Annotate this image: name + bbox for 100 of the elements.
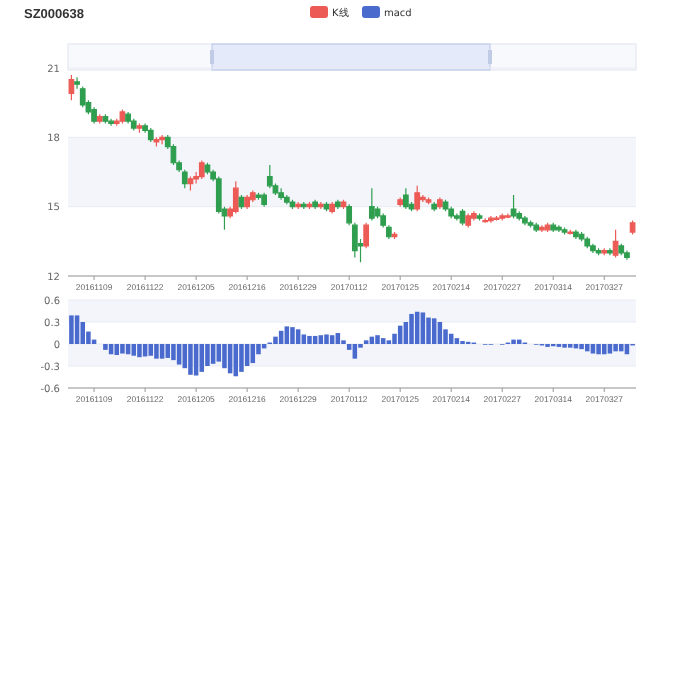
- bar: [307, 335, 312, 344]
- bar: [579, 344, 584, 350]
- bar: [431, 318, 437, 344]
- candlestick: [283, 194, 290, 205]
- candlestick: [119, 109, 126, 125]
- candlestick: [590, 243, 596, 254]
- bar: [618, 344, 624, 352]
- bar: [426, 317, 431, 344]
- candlestick: [573, 229, 579, 240]
- bar: [131, 344, 137, 356]
- candlestick: [147, 127, 154, 143]
- candlestick: [153, 136, 160, 148]
- candlestick: [527, 219, 534, 229]
- candlestick: [499, 213, 506, 222]
- candlestick: [79, 85, 86, 108]
- bar: [154, 344, 159, 359]
- candlestick: [108, 118, 114, 127]
- candlestick: [187, 176, 194, 192]
- bar: [114, 344, 120, 355]
- candlestick: [289, 199, 296, 210]
- candlestick: [601, 247, 608, 256]
- candlestick: [249, 189, 256, 203]
- candlestick: [437, 196, 443, 210]
- candlestick: [96, 113, 103, 125]
- bar: [176, 344, 182, 365]
- bar: [284, 326, 290, 344]
- bar: [613, 344, 618, 352]
- candlestick: [261, 192, 267, 208]
- candlestick: [159, 134, 165, 145]
- bar: [148, 344, 154, 356]
- candlestick: [414, 185, 421, 212]
- bar: [409, 313, 414, 344]
- candlestick: [397, 196, 404, 208]
- candlestick: [465, 213, 472, 229]
- candlestick: [204, 162, 211, 175]
- candlestick: [346, 203, 353, 226]
- candlestick: [244, 194, 250, 210]
- candlestick: [295, 201, 302, 210]
- candlestick: [505, 213, 511, 219]
- candlestick: [629, 219, 636, 235]
- candlestick: [278, 187, 285, 201]
- candlestick: [476, 213, 483, 222]
- bar: [193, 344, 199, 376]
- candlestick: [232, 180, 239, 215]
- bar: [256, 344, 261, 355]
- candlestick: [624, 249, 630, 261]
- candlestick: [522, 215, 528, 226]
- candlestick: [340, 199, 347, 210]
- candlestick: [317, 201, 324, 210]
- candlestick: [102, 113, 109, 125]
- bar: [301, 334, 307, 344]
- bar: [329, 335, 335, 344]
- candlestick: [539, 224, 545, 233]
- candlestick: [556, 224, 562, 233]
- candlestick: [595, 247, 602, 256]
- bar: [318, 335, 324, 344]
- candlestick: [300, 201, 307, 210]
- candlestick: [471, 210, 477, 222]
- candlestick: [255, 192, 262, 201]
- candlestick: [334, 199, 341, 210]
- candlestick: [125, 111, 131, 125]
- candlestick: [363, 222, 370, 249]
- candlestick: [266, 164, 273, 189]
- candlestick: [567, 229, 574, 235]
- candlestick: [323, 201, 330, 212]
- bar: [188, 344, 193, 375]
- candlestick: [419, 194, 426, 203]
- candlestick: [351, 222, 358, 259]
- candlestick: [578, 231, 585, 242]
- bar: [159, 344, 165, 359]
- candlestick: [402, 187, 409, 210]
- bar: [137, 344, 142, 358]
- candlestick: [561, 226, 568, 235]
- candlestick: [607, 247, 613, 256]
- bar: [352, 344, 358, 359]
- bar: [375, 335, 380, 344]
- bar: [420, 312, 426, 344]
- bar: [590, 344, 596, 354]
- bar: [120, 344, 125, 354]
- bar: [443, 329, 448, 344]
- candlestick: [482, 217, 489, 224]
- bar: [80, 322, 86, 344]
- candlestick: [68, 74, 75, 101]
- bar: [392, 333, 397, 344]
- candlestick: [431, 201, 438, 212]
- candlestick: [612, 229, 619, 259]
- candlestick: [306, 201, 313, 210]
- bar: [290, 327, 295, 344]
- candlestick: [391, 231, 398, 240]
- candlestick: [142, 122, 148, 134]
- candlestick: [550, 222, 557, 233]
- candlestick: [113, 118, 120, 127]
- bar: [584, 344, 590, 352]
- candlestick: [312, 199, 319, 210]
- bar: [222, 344, 227, 369]
- candlestick: [329, 201, 336, 215]
- candlestick: [136, 122, 143, 134]
- candlestick: [442, 199, 449, 212]
- candlestick: [510, 194, 517, 219]
- bar: [103, 344, 108, 350]
